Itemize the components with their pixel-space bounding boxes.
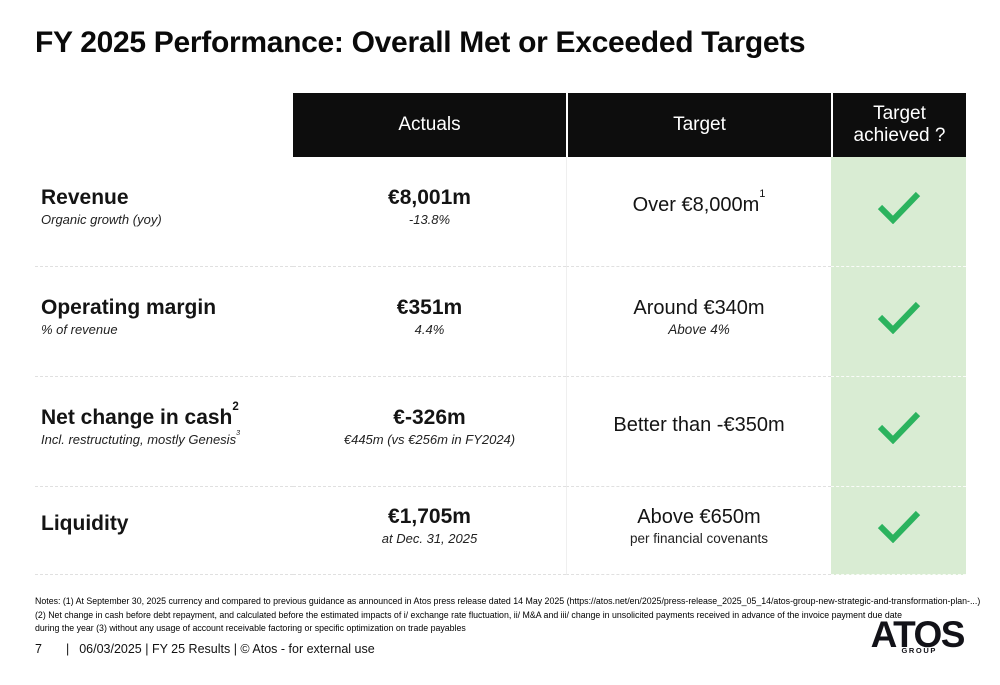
row-label-cell: Operating margin % of revenue [35, 267, 293, 377]
checkmark-icon [877, 301, 920, 334]
actual-subtitle: €445m (vs €256m in FY2024) [343, 432, 516, 448]
target-value: Above €650m [637, 506, 760, 528]
actual-value: €-326m [393, 405, 466, 429]
row-label-cell: Liquidity [35, 487, 293, 575]
table-row: Liquidity €1,705m at Dec. 31, 2025 Above… [35, 487, 966, 575]
row-actual-cell: €-326m €445m (vs €256m in FY2024) [293, 377, 566, 487]
row-label: Net change in cash2 [41, 401, 239, 429]
actual-subtitle: -13.8% [408, 212, 451, 228]
table-row: Revenue Organic growth (yoy) €8,001m -13… [35, 157, 966, 267]
row-label-subtitle-text: % of revenue [41, 322, 118, 338]
header-target-achieved: Target achieved ? [831, 93, 966, 157]
notes-line-1: Notes: (1) At September 30, 2025 currenc… [35, 596, 981, 606]
row-target-cell: Over €8,000m1 [566, 157, 831, 267]
actual-value: €351m [396, 295, 463, 319]
actual-subtitle: at Dec. 31, 2025 [381, 531, 478, 547]
row-label-subtitle-text: Organic growth (yoy) [41, 212, 162, 228]
target-text: Above €650m [637, 505, 761, 528]
row-label-subtitle: Incl. restructuting, mostly Genesis3 [41, 428, 241, 448]
target-text: Over €8,000m [632, 194, 760, 216]
row-label: Liquidity [41, 512, 129, 535]
row-achieved-cell [831, 267, 966, 377]
footer-separator: | [65, 642, 70, 656]
footer: 7 | 06/03/2025 | FY 25 Results | © Atos … [35, 642, 375, 656]
actual-value: €1,705m [388, 504, 471, 528]
header-actuals: Actuals [293, 93, 566, 157]
header-spacer-cell [35, 93, 293, 157]
row-label-text: Net change in cash [41, 405, 233, 429]
checkmark-icon [877, 191, 920, 224]
row-label-subtitle: Organic growth (yoy) [41, 212, 162, 227]
actual-value: €8,001m [388, 185, 471, 209]
actual-subtitle: 4.4% [414, 322, 445, 338]
target-value: Over €8,000m1 [632, 189, 766, 216]
target-sup: 1 [759, 188, 766, 201]
kpi-table: Actuals Target Target achieved ? Revenue… [35, 93, 966, 575]
target-value: Better than -€350m [613, 414, 784, 436]
target-text: Better than -€350m [613, 414, 785, 436]
atos-logo-group-text: GROUP [901, 646, 937, 655]
table-row: Net change in cash2 Incl. restructuting,… [35, 377, 966, 487]
atos-logo: ATOS GROUP [870, 614, 966, 655]
row-label-text: Revenue [41, 185, 129, 209]
checkmark-icon [877, 411, 920, 444]
page-number: 7 [35, 642, 42, 656]
footer-text: 06/03/2025 | FY 25 Results | © Atos - fo… [79, 642, 375, 656]
row-label-sup: 2 [232, 400, 239, 413]
notes-line-3: during the year (3) without any usage of… [35, 623, 466, 634]
target-text: Around €340m [633, 296, 765, 319]
row-achieved-cell [831, 377, 966, 487]
row-label-subtitle-sup: 3 [236, 428, 241, 437]
table-body: Revenue Organic growth (yoy) €8,001m -13… [35, 157, 966, 575]
row-target-cell: Better than -€350m [566, 377, 831, 487]
row-label-subtitle: % of revenue [41, 322, 118, 337]
notes: Notes: (1) At September 30, 2025 currenc… [35, 595, 987, 636]
row-label: Revenue [41, 186, 129, 209]
row-achieved-cell [831, 487, 966, 575]
row-label-text: Operating margin [41, 295, 217, 319]
target-subtitle: per financial covenants [629, 530, 769, 546]
atos-logo-text: ATOS [870, 614, 966, 655]
row-actual-cell: €351m 4.4% [293, 267, 566, 377]
checkmark-icon [877, 510, 920, 543]
header-target: Target [566, 93, 831, 157]
table-row: Operating margin % of revenue €351m 4.4%… [35, 267, 966, 377]
row-label-cell: Revenue Organic growth (yoy) [35, 157, 293, 267]
row-label: Operating margin [41, 296, 216, 319]
notes-line-2: (2) Net change in cash before debt repay… [35, 609, 903, 620]
row-actual-cell: €8,001m -13.8% [293, 157, 566, 267]
row-label-subtitle-text: Incl. restructuting, mostly Genesis [41, 432, 237, 448]
row-label-cell: Net change in cash2 Incl. restructuting,… [35, 377, 293, 487]
target-subtitle: Above 4% [668, 321, 730, 337]
row-label-text: Liquidity [41, 512, 129, 536]
row-actual-cell: €1,705m at Dec. 31, 2025 [293, 487, 566, 575]
row-target-cell: Around €340m Above 4% [566, 267, 831, 377]
row-target-cell: Above €650m per financial covenants [566, 487, 831, 575]
table-header-row: Actuals Target Target achieved ? [35, 93, 966, 157]
target-value: Around €340m [633, 297, 764, 319]
page-title: FY 2025 Performance: Overall Met or Exce… [35, 26, 806, 59]
row-achieved-cell [831, 157, 966, 267]
